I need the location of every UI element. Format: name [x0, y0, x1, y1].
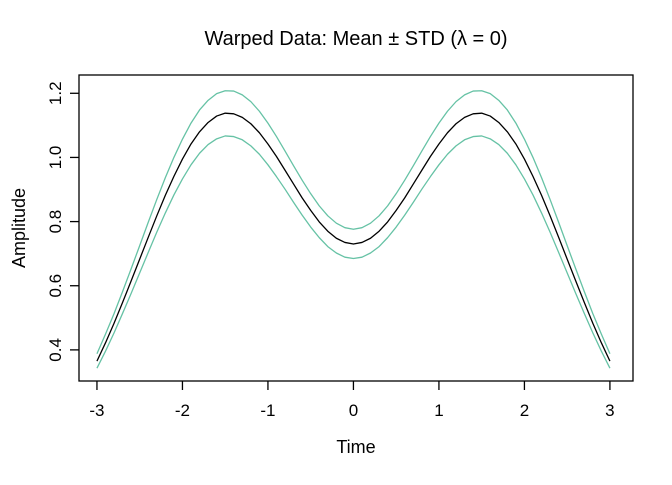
- x-axis-title: Time: [336, 437, 375, 457]
- y-tick-label: 0.4: [46, 338, 65, 362]
- plot-box: [78, 74, 634, 382]
- upper-std-curve: [96, 90, 611, 355]
- x-tick-label: -2: [175, 401, 190, 420]
- y-tick-label: 1.0: [46, 146, 65, 170]
- y-tick-label: 0.6: [46, 274, 65, 298]
- mean-curve: [96, 112, 611, 362]
- x-tick-label: 1: [434, 401, 443, 420]
- x-axis-ticks: -3 -2 -1 0 1 2 3: [89, 381, 615, 420]
- y-tick-label: 1.2: [46, 81, 65, 105]
- chart-title: Warped Data: Mean ± STD (λ = 0): [204, 28, 507, 50]
- x-tick-label: 2: [520, 401, 529, 420]
- x-tick-label: -1: [260, 401, 275, 420]
- x-tick-label: -3: [89, 401, 104, 420]
- y-axis-title: Amplitude: [9, 188, 29, 268]
- y-tick-label: 0.8: [46, 210, 65, 234]
- x-tick-label: 0: [349, 401, 358, 420]
- x-tick-label: 3: [605, 401, 614, 420]
- lower-std-curve: [96, 135, 611, 369]
- y-axis-ticks: 0.4 0.6 0.8 1.0 1.2: [46, 81, 79, 362]
